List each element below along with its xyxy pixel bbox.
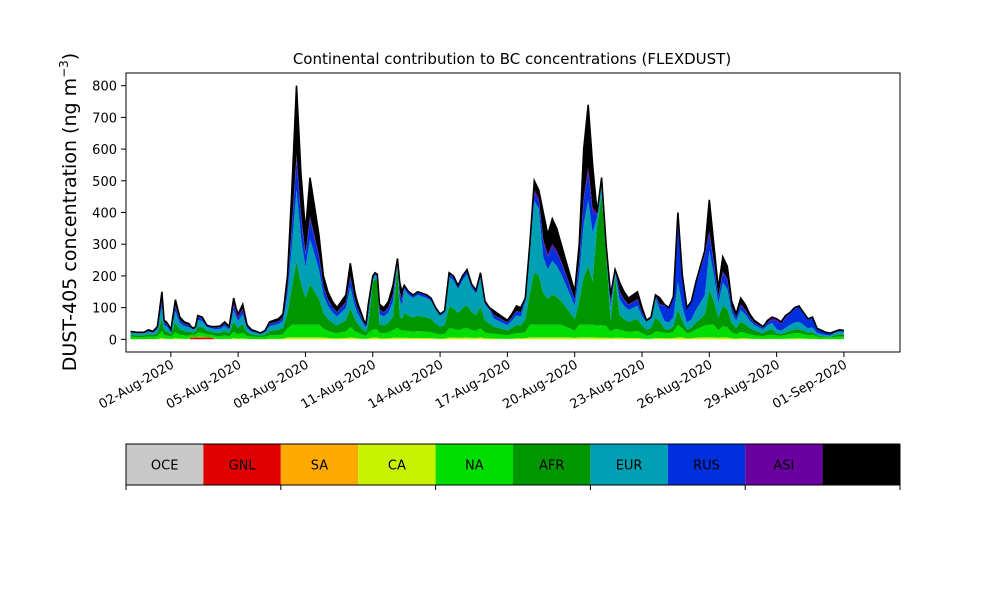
area-series-eur: [130, 183, 844, 337]
area-series-gnl: [130, 337, 844, 340]
area-series-na: [130, 324, 844, 340]
legend-label-asi: ASI: [773, 459, 794, 474]
chart-title: Continental contribution to BC concentra…: [293, 50, 731, 68]
x-tick-label: 14-Aug-2020: [366, 357, 446, 412]
legend-label-oce: OCE: [151, 459, 179, 474]
y-tick-label: 300: [92, 238, 117, 253]
legend-swatch-ca: [358, 444, 436, 485]
legend-swatch-sa: [280, 444, 359, 485]
y-axis-label: DUST-405 concentration (ng m−3): [57, 53, 81, 371]
legend-swatch-asi: [745, 444, 823, 485]
legend-colorbar: OCE GNL SA CA NA AFR EUR RUS ASI AUS: [125, 443, 901, 490]
legend-label-afr: AFR: [539, 459, 564, 474]
area-series-afr: [130, 194, 844, 338]
x-tick-label: 17-Aug-2020: [433, 357, 513, 412]
legend-label-aus: AUS: [848, 459, 875, 474]
legend-swatch-na: [435, 444, 513, 485]
x-tick-label: 02-Aug-2020: [97, 357, 177, 412]
legend-swatch-gnl: [203, 444, 281, 485]
y-tick-label: 600: [92, 143, 117, 158]
x-tick-label: 01-Sep-2020: [770, 357, 850, 412]
y-tick-label: 700: [92, 111, 117, 126]
x-tick-label: 23-Aug-2020: [568, 357, 648, 412]
area-series-aus: [130, 85, 844, 333]
y-tick-label: 400: [92, 207, 117, 222]
y-tick-label: 100: [92, 302, 117, 317]
x-tick-label: 11-Aug-2020: [298, 357, 378, 412]
x-tick-label: 26-Aug-2020: [635, 357, 715, 412]
x-tick-label: 29-Aug-2020: [702, 357, 782, 412]
area-series-ca: [130, 336, 844, 340]
legend-label-ca: CA: [388, 459, 406, 474]
legend-swatch-rus: [667, 444, 746, 485]
y-tick-label: 0: [109, 333, 117, 348]
y-tick-label: 500: [92, 175, 117, 190]
legend-label-rus: RUS: [693, 459, 720, 474]
axes: 0 100 200 300 400 500 600 700 800 02-Aug-202005-A…: [92, 72, 901, 413]
legend-swatch-afr: [513, 444, 591, 485]
legend-label-sa: SA: [311, 459, 328, 474]
total-line: [130, 85, 845, 334]
legend-swatch-oce: [126, 444, 204, 485]
x-tick-label: 08-Aug-2020: [231, 357, 311, 412]
legend-swatch-aus: [822, 444, 900, 485]
plot-area: [130, 85, 845, 340]
x-tick-label: 20-Aug-2020: [500, 357, 580, 412]
legend-frame: [125, 443, 901, 486]
legend-label-na: NA: [465, 459, 484, 474]
y-tick-label: 800: [92, 80, 117, 95]
legend-label-gnl: GNL: [229, 459, 257, 474]
y-tick-label: 200: [92, 270, 117, 285]
legend-label-eur: EUR: [616, 459, 643, 474]
legend-swatch-eur: [590, 444, 668, 485]
x-tick-label: 05-Aug-2020: [164, 357, 244, 412]
